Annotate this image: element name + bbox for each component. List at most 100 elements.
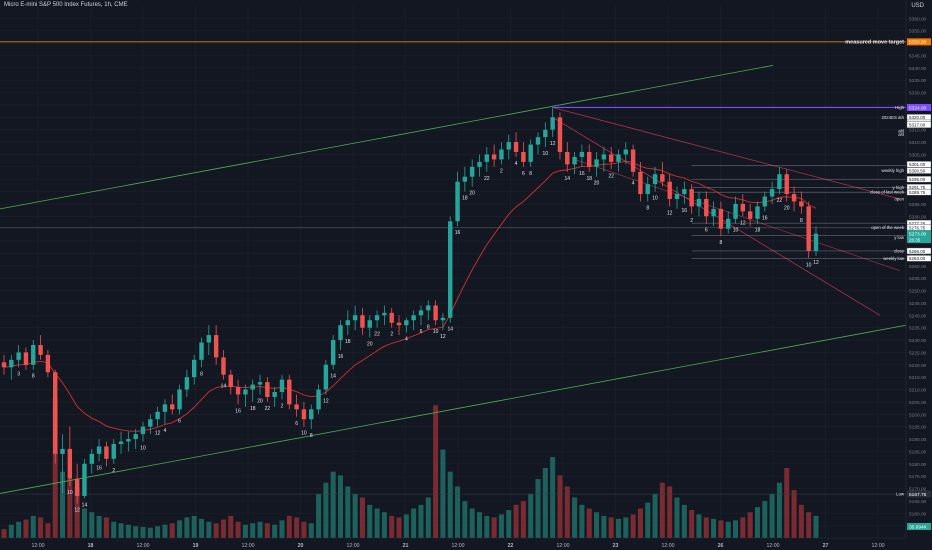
candle-body <box>689 189 694 207</box>
bar-count-label: 2 <box>690 218 693 224</box>
level-tag-box <box>906 176 932 183</box>
level-tag-text: 5276.75 <box>909 225 926 230</box>
level-tag-box <box>906 121 932 128</box>
candle-body <box>638 171 643 195</box>
volume-bar <box>440 449 446 538</box>
level-label: weekly high <box>882 168 905 173</box>
candle-body <box>316 389 321 410</box>
volume-bar <box>89 512 95 538</box>
bar-count-label: 12 <box>74 507 80 513</box>
bar-count-label: 12 <box>550 141 556 147</box>
candle-body <box>572 156 577 165</box>
bar-count-label: 2 <box>500 168 503 174</box>
volume-bar <box>118 523 124 538</box>
candle-body <box>499 149 504 160</box>
candle-body <box>455 181 460 222</box>
volume-bar <box>703 517 709 538</box>
bear-channel-lower <box>552 117 881 316</box>
volume-bar <box>52 398 58 538</box>
bar-count-label: 20 <box>594 181 600 187</box>
candle-body <box>594 159 599 167</box>
price-tick-label: 5310.00 <box>909 140 927 146</box>
volume-bar <box>45 523 51 538</box>
candle-body <box>9 359 14 368</box>
volume-bar <box>630 514 636 538</box>
volume-bar <box>798 504 804 538</box>
price-tick-label: 5200.00 <box>909 412 927 418</box>
candle-body <box>352 315 358 321</box>
candle-body <box>396 322 402 326</box>
bar-count-label: 14 <box>330 374 336 380</box>
price-tick-label: 5175.00 <box>909 474 927 480</box>
candle-body <box>389 312 394 323</box>
price-tick-label: 5215.00 <box>909 375 927 381</box>
volume-bar <box>111 521 117 538</box>
candle-body <box>155 411 160 420</box>
candle-body <box>718 208 724 229</box>
volume-bar <box>323 482 329 538</box>
level-label: y low <box>894 235 905 240</box>
bar-count-label: 20 <box>469 191 475 197</box>
bar-count-label: 16 <box>682 208 688 214</box>
candle-body <box>623 149 629 155</box>
volume-bar <box>286 515 292 538</box>
candle-body <box>543 129 548 138</box>
volume-bar <box>484 515 490 538</box>
candle-body <box>162 404 168 412</box>
price-tag-text: 5324.00 <box>909 105 927 111</box>
candle-body <box>206 335 212 343</box>
candle-body <box>294 404 299 410</box>
volume-bar <box>103 517 109 538</box>
bar-count-label: 10 <box>301 431 307 437</box>
volume-bar <box>806 512 812 538</box>
price-tag-countdown: 26:35 <box>909 238 921 243</box>
bar-count-label: 12 <box>667 210 673 216</box>
bar-count-label: 6 <box>295 421 298 427</box>
volume-bar <box>381 512 387 538</box>
bar-count-label: 22 <box>484 176 490 182</box>
time-tick-label: 21 <box>403 543 409 549</box>
candle-body <box>630 149 636 172</box>
bar-count-label: 2 <box>112 468 115 474</box>
volume-bar <box>352 493 358 538</box>
bar-count-label: 16 <box>579 171 585 177</box>
bar-count-label: 10 <box>652 196 658 202</box>
bar-count-label: 14 <box>221 384 227 390</box>
volume-bar <box>615 518 621 538</box>
candle-body <box>82 463 87 496</box>
candle-body <box>60 448 65 454</box>
volume-bar <box>433 405 439 538</box>
price-tick-label: 5330.00 <box>909 91 927 97</box>
volume-bar <box>491 517 497 538</box>
level-label: High <box>895 105 904 110</box>
time-tick-label: 12:00 <box>347 543 360 549</box>
lower-channel-line <box>0 324 907 494</box>
candle-body <box>265 382 270 397</box>
candle-body <box>418 310 424 316</box>
candle-body <box>177 389 182 410</box>
volume-bar <box>235 521 241 538</box>
volume-bar <box>681 504 687 538</box>
level-tag-text: 5289.75 <box>909 190 926 195</box>
price-tag-box <box>907 490 931 498</box>
volume-bar <box>579 504 585 538</box>
candle-body <box>652 174 658 185</box>
price-tick-label: 5305.00 <box>909 152 927 158</box>
price-tag-text: 5167.75 <box>909 492 927 498</box>
volume-bar <box>403 514 409 538</box>
bar-count-label: 10 <box>806 262 812 268</box>
volume-bar <box>557 475 563 538</box>
level-label: ahl <box>898 128 904 133</box>
volume-bar <box>301 521 307 538</box>
bar-count-label: 6 <box>522 171 525 177</box>
level-label: 2024ES ath <box>882 115 905 120</box>
level-tag-text: 5301.00 <box>909 162 926 167</box>
candle-body <box>148 419 153 427</box>
candle-body <box>550 117 555 130</box>
price-tick-label: 5340.00 <box>909 66 927 72</box>
volume-bar <box>125 524 131 538</box>
candle-body <box>645 184 650 195</box>
bar-count-label: 20 <box>367 342 373 348</box>
volume-bar <box>791 490 797 538</box>
